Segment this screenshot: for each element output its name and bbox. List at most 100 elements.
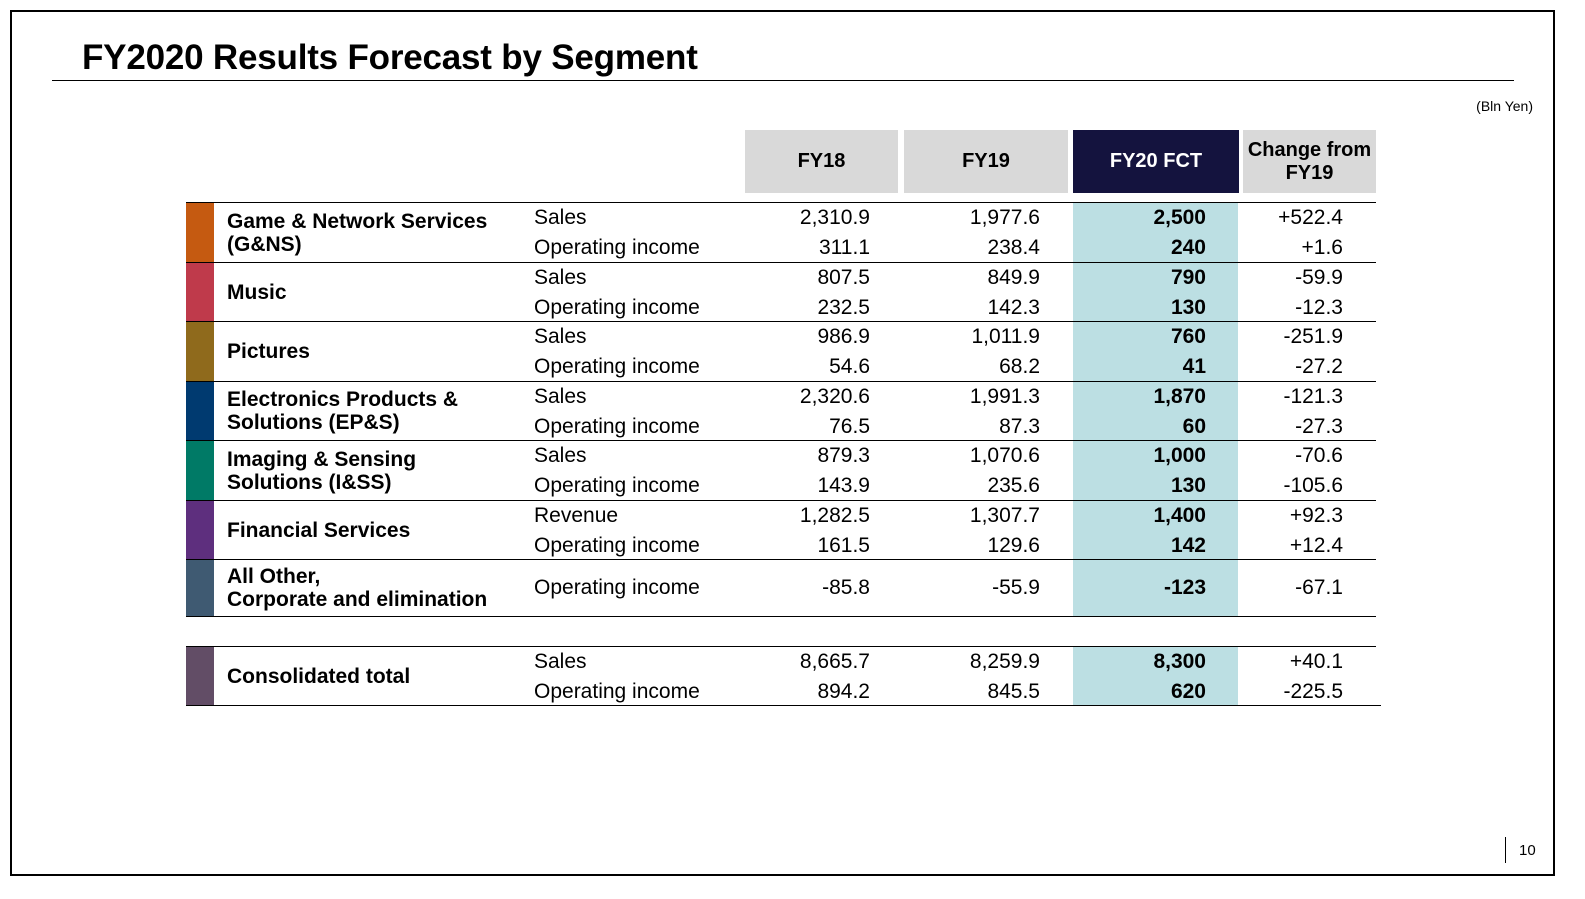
consolidated-total-top-rule (186, 646, 1376, 647)
segment-3-highlight (1073, 381, 1238, 440)
unit-label: (Bln Yen) (1476, 98, 1533, 114)
fy19-value: -55.9 (992, 575, 1040, 599)
fy20-fct-value: 240 (1170, 236, 1206, 259)
fy18-value: 232.5 (817, 296, 870, 319)
fy18-value: 161.5 (817, 534, 870, 557)
fy20-fct-value: 60 (1182, 415, 1206, 438)
segment-6-name: All Other, Corporate and elimination (227, 560, 487, 616)
segment-1-highlight (1073, 262, 1238, 321)
change-value: -251.9 (1283, 325, 1343, 348)
segment-0-highlight (1073, 202, 1238, 262)
change-value: -27.3 (1295, 415, 1343, 438)
segment-3-color-bar (186, 382, 214, 440)
fy19-value: 68.2 (999, 355, 1040, 378)
fy19-value: 87.3 (999, 415, 1040, 438)
change-value: +40.1 (1289, 650, 1343, 673)
fy20-fct-value: 41 (1182, 355, 1206, 378)
segment-5-highlight (1073, 500, 1238, 559)
segment-6-highlight (1073, 559, 1238, 616)
col-header-fy20-fct: FY20 FCT (1073, 130, 1239, 193)
fy20-fct-value: 142 (1170, 534, 1206, 557)
segment-4-highlight (1073, 440, 1238, 500)
change-value: -67.1 (1295, 575, 1343, 599)
segment-5-name: Financial Services (227, 501, 410, 559)
fy19-value: 1,307.7 (969, 504, 1040, 527)
title-rule (52, 80, 1514, 81)
fy19-value: 142.3 (987, 296, 1040, 319)
change-value: -70.6 (1295, 444, 1343, 467)
fy18-value: 2,320.6 (799, 385, 870, 408)
fy19-value: 849.9 (987, 266, 1040, 289)
segment-6-name-text: All Other, Corporate and elimination (227, 565, 488, 611)
segment-6-color-bar (186, 560, 214, 616)
segment-5-color-bar (186, 501, 214, 559)
segment-2-color-bar (186, 322, 214, 381)
segment-0-name-text: Game & Network Services (G&NS) (227, 209, 488, 256)
fy19-value: 129.6 (987, 534, 1040, 557)
fy19-value: 238.4 (987, 236, 1040, 259)
change-value: -27.2 (1295, 355, 1343, 378)
segment-1-name: Music (227, 263, 287, 321)
segment-0-name: Game & Network Services (G&NS) (227, 203, 487, 262)
row-metric-label: Operating income (534, 415, 700, 438)
fy20-fct-value: 130 (1170, 296, 1206, 319)
segment-6-top-rule (186, 559, 1376, 560)
fy18-value: -85.8 (822, 575, 870, 599)
col-header-fy18: FY18 (745, 130, 898, 193)
fy18-value: 143.9 (817, 474, 870, 497)
row-metric-label: Operating income (534, 236, 700, 259)
consolidated-total-name: Consolidated total (227, 647, 410, 705)
change-value: +12.4 (1289, 534, 1343, 557)
row-metric-label: Sales (534, 385, 587, 408)
row-metric-label: Operating income (534, 474, 700, 497)
row-metric-label: Revenue (534, 504, 619, 527)
change-value: -12.3 (1295, 296, 1343, 319)
fy19-value: 845.5 (987, 680, 1040, 703)
consolidated-total-color-bar (186, 647, 214, 705)
segment-4-color-bar (186, 441, 214, 500)
total-bottom-rule (186, 705, 1381, 706)
fy19-value: 8,259.9 (969, 650, 1040, 673)
consolidated-total-name-text: Consolidated total (227, 664, 411, 688)
segment-3-top-rule (186, 381, 1376, 382)
segment-0-color-bar (186, 203, 214, 262)
fy20-fct-value: 620 (1170, 680, 1206, 703)
segment-4-top-rule (186, 440, 1376, 441)
segment-2-name: Pictures (227, 322, 310, 381)
fy18-value: 54.6 (829, 355, 870, 378)
row-metric-label: Sales (534, 206, 587, 229)
segment-3-name-text: Electronics Products & Solutions (EP&S) (227, 388, 459, 434)
row-metric-label: Operating income (534, 534, 700, 557)
segment-2-top-rule (186, 321, 1376, 322)
fy18-value: 2,310.9 (799, 206, 870, 229)
segment-5-top-rule (186, 500, 1376, 501)
fy20-fct-value: 8,300 (1153, 650, 1206, 673)
fy18-value: 879.3 (817, 444, 870, 467)
fy20-fct-value: 1,000 (1153, 444, 1206, 467)
segment-4-name: Imaging & Sensing Solutions (I&SS) (227, 441, 416, 500)
segment-1-top-rule (186, 262, 1376, 263)
fy19-value: 1,070.6 (969, 444, 1040, 467)
change-value: -121.3 (1283, 385, 1343, 408)
change-value: -59.9 (1295, 266, 1343, 289)
page-number: 10 (1519, 842, 1536, 859)
change-value: -225.5 (1283, 680, 1343, 703)
row-metric-label: Operating income (534, 355, 700, 378)
consolidated-total-highlight (1073, 646, 1238, 705)
segment-0-top-rule (186, 202, 1376, 203)
row-metric-label: Sales (534, 266, 587, 289)
fy18-value: 76.5 (829, 415, 870, 438)
change-value: +1.6 (1301, 236, 1343, 259)
fy18-value: 8,665.7 (799, 650, 870, 673)
fy20-fct-value: 1,870 (1153, 385, 1206, 408)
segment-4-name-text: Imaging & Sensing Solutions (I&SS) (227, 447, 417, 494)
col-header-fy19: FY19 (904, 130, 1068, 193)
fy20-fct-value: 790 (1170, 266, 1206, 289)
fy18-value: 1,282.5 (799, 504, 870, 527)
row-metric-label: Sales (534, 444, 587, 467)
segment-2-name-text: Pictures (227, 340, 310, 363)
col-header-change: Change from FY19 (1243, 130, 1376, 193)
fy20-fct-value: 1,400 (1153, 504, 1206, 527)
segment-3-name: Electronics Products & Solutions (EP&S) (227, 382, 458, 440)
change-value: -105.6 (1283, 474, 1343, 497)
